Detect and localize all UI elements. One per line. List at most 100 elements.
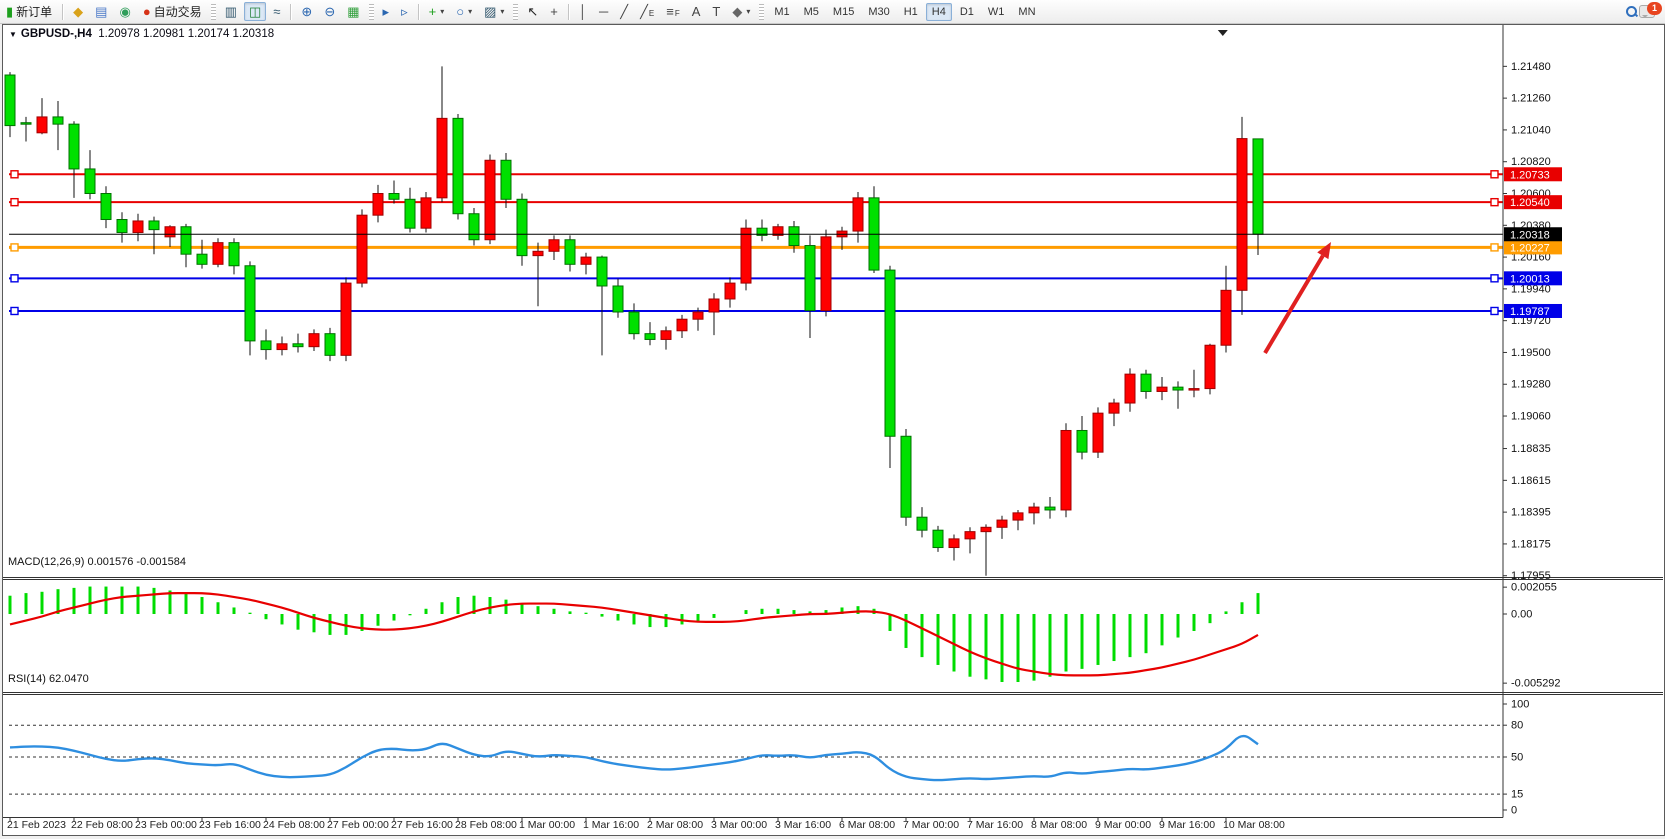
zoom-in-icon-button[interactable]: ⊕ <box>296 2 317 21</box>
time-axis[interactable]: 21 Feb 2023 22 Feb 08:00 23 Feb 00:00 23 Fe… <box>7 817 1285 832</box>
timeframe-m30-button[interactable]: M30 <box>868 5 890 18</box>
fibonacci-icon-button[interactable]: ≡ F <box>661 2 684 21</box>
bull-candle <box>356 214 368 284</box>
bull-candle <box>1060 429 1072 511</box>
add-chart-icon: + <box>428 4 437 19</box>
axis-price-box-label: 1.20227 <box>1510 242 1550 254</box>
toolbar-grip <box>513 3 519 20</box>
chart-shift-icon-button[interactable]: ▹ <box>396 2 413 21</box>
time-tick-label: 10 Mar 08:00 <box>1223 819 1285 831</box>
tile-windows-icon-button[interactable]: ▦ <box>342 2 364 21</box>
crosshair-icon-button[interactable]: + <box>545 2 563 21</box>
text-icon: A <box>691 4 701 19</box>
price-tick-label: 1.21260 <box>1511 93 1551 105</box>
timeframe-d1-button[interactable]: D1 <box>959 5 974 18</box>
time-tick-label: 27 Feb 16:00 <box>391 819 453 831</box>
bull-candle <box>964 531 976 540</box>
bull-candle <box>1092 412 1104 453</box>
time-tick-label: 1 Mar 00:00 <box>519 819 575 831</box>
periods-icon-button[interactable]: ○ ▾ <box>451 2 477 21</box>
bar-chart-icon: ▥ <box>224 4 237 19</box>
candle-chart-icon-button[interactable]: ◫ <box>243 2 267 21</box>
new-chart-icon-button[interactable]: + ▾ <box>424 2 450 21</box>
price-tick-label: 1.18395 <box>1511 507 1551 519</box>
arrow-annotation[interactable] <box>1263 254 1325 355</box>
price-tick-label: 1.21040 <box>1511 124 1551 136</box>
line-handle[interactable] <box>1490 197 1499 207</box>
timeframe-w1-button[interactable]: W1 <box>987 5 1005 18</box>
price-tick-label: 1.20820 <box>1511 156 1551 168</box>
line-handle[interactable] <box>1490 274 1499 283</box>
price-axis[interactable]: 1.214801.212601.210401.208201.206001.203… <box>1503 61 1562 582</box>
channel-icon-button[interactable]: ╱ E <box>635 2 659 21</box>
macd-panel[interactable]: 0.002055 0.00 -0.005292 <box>8 582 1561 690</box>
price-tick-label: 1.18615 <box>1511 475 1551 487</box>
timeframe-mn-button[interactable]: MN <box>1018 5 1036 18</box>
label-icon-button[interactable]: T <box>707 2 725 21</box>
text-icon-button[interactable]: A <box>687 2 706 21</box>
bull-candle <box>1124 373 1136 404</box>
timeframe-m15-button[interactable]: M15 <box>832 5 855 18</box>
line-handle[interactable] <box>10 306 19 316</box>
price-chart[interactable]: 1.214801.212601.210401.208201.206001.203… <box>3 25 1664 835</box>
rsi-panel[interactable]: 100 80 50 15 0 <box>9 699 1529 817</box>
bull-candle <box>980 526 992 533</box>
auto-scroll-icon: ▸ <box>382 4 390 19</box>
axis-price-box <box>1504 195 1562 210</box>
line-handle[interactable] <box>10 197 19 207</box>
timeframe-m1-button[interactable]: M1 <box>774 5 790 18</box>
line-chart-icon-button[interactable]: ≈ <box>268 2 285 21</box>
axis-price-box <box>1504 227 1562 242</box>
auto-scroll-icon-button[interactable]: ▸ <box>378 2 395 21</box>
bull-candle <box>372 193 384 216</box>
chat-notification-icon[interactable]: 1 <box>1639 2 1662 18</box>
line-handle[interactable] <box>10 274 19 283</box>
line-chart-icon: ≈ <box>273 4 281 19</box>
bear-candle <box>84 168 96 195</box>
bear-candle <box>404 198 416 229</box>
bear-candle <box>612 285 624 313</box>
candle-chart-icon: ◫ <box>248 4 262 19</box>
signals-icon-button[interactable]: ◉ <box>114 2 135 21</box>
new-order-button-label: 新订单 <box>16 5 53 19</box>
axis-price-box <box>1504 167 1562 182</box>
timeframe-h4-button[interactable]: H4 <box>925 2 952 21</box>
bull-candle <box>1012 512 1024 521</box>
timeframe-h1-button[interactable]: H1 <box>903 5 918 18</box>
arrows-icon-button[interactable]: ◆ ▾ <box>727 2 755 21</box>
autotrade-button[interactable]: ● 自动交易 <box>138 0 207 23</box>
new-order-button[interactable]: ▮ 新订单 <box>1 0 57 23</box>
templates-icon-button[interactable]: ▨ ▾ <box>479 2 509 21</box>
horizontal-line-icon-button[interactable]: ─ <box>594 2 613 21</box>
search-icon[interactable] <box>1626 6 1637 17</box>
autotrade-icon: ● <box>142 4 151 19</box>
bull-candle <box>708 298 720 313</box>
zoom-out-icon-button[interactable]: ⊖ <box>319 2 340 21</box>
timeframe-m5-button[interactable]: M5 <box>803 5 819 18</box>
crosshair-icon: + <box>550 4 558 19</box>
bear-candle <box>260 340 272 351</box>
line-handle[interactable] <box>10 170 19 179</box>
line-handle[interactable] <box>1490 306 1499 316</box>
line-handle[interactable] <box>1490 170 1499 179</box>
time-tick-label: 27 Feb 00:00 <box>327 819 389 831</box>
chart-shift-marker[interactable] <box>1217 30 1228 36</box>
price-tick-label: 1.17955 <box>1511 570 1551 582</box>
tag-icon-button[interactable]: ◆ <box>68 2 88 21</box>
bar-chart-icon-button[interactable]: ▥ <box>220 2 242 21</box>
zoom-out-icon: ⊖ <box>324 4 336 19</box>
chart-window[interactable]: 1.21480 1.21260 1.21040 1.20820 1.20600 1.203… <box>2 24 1665 836</box>
price-tick-label: 1.20160 <box>1511 252 1551 264</box>
vertical-line-icon-button[interactable]: │ <box>574 2 592 21</box>
upload-chart-icon-button[interactable]: ▤ <box>90 2 112 21</box>
line-handle[interactable] <box>1490 243 1499 252</box>
line-handle[interactable] <box>10 243 19 252</box>
rsi-axis-label: 80 <box>1511 720 1523 732</box>
trendline-icon-button[interactable]: ╱ <box>615 2 633 21</box>
bull-candle <box>1236 138 1248 291</box>
chevron-down-icon: ▾ <box>468 7 473 16</box>
time-tick-label: 28 Feb 08:00 <box>455 819 517 831</box>
bear-candle <box>180 226 192 255</box>
cursor-icon-button[interactable]: ↖ <box>522 2 543 21</box>
chart-shift-icon: ▹ <box>401 4 408 19</box>
